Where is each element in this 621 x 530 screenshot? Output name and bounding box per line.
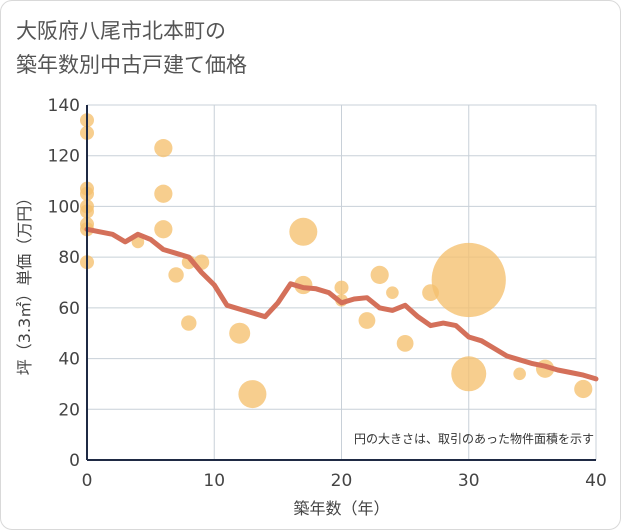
- bubble-point-23: [358, 312, 376, 329]
- bubble-point-30: [513, 367, 526, 381]
- bubble-point-18: [238, 380, 267, 409]
- trend-line: [84, 226, 599, 382]
- chart-title-line-1: 大阪府八尾市北本町の: [16, 19, 226, 43]
- trend-layer: [84, 226, 599, 382]
- y-tick-label-140: 140: [48, 96, 80, 116]
- bubble-point-21: [334, 280, 349, 295]
- bubble-point-12: [154, 220, 173, 239]
- x-tick-label-20: 20: [331, 471, 353, 491]
- bubble-point-17: [229, 322, 251, 344]
- bubble-point-29: [451, 356, 487, 392]
- bubble-layer: [80, 113, 593, 409]
- y-tick-label-40: 40: [58, 350, 80, 370]
- bubble-point-10: [154, 139, 173, 158]
- bubble-point-14: [181, 315, 197, 331]
- bubble-point-19: [289, 217, 318, 246]
- x-tick-label-30: 30: [458, 471, 480, 491]
- y-axis-label: 坪（3.3㎡）単価（万円）: [15, 190, 34, 375]
- bubble-point-28: [431, 242, 506, 318]
- y-tick-label-0: 0: [69, 451, 80, 471]
- y-tick-label-80: 80: [58, 248, 80, 268]
- chart-title: 大阪府八尾市北本町の 築年数別中古戸建て価格: [16, 14, 247, 82]
- bubble-point-26: [396, 334, 414, 352]
- x-axis-label: 築年数（年）: [293, 499, 389, 518]
- chart-title-line-2: 築年数別中古戸建て価格: [16, 53, 247, 77]
- bubble-size-note: 円の大きさは、取引のあった物件面積を示す: [354, 431, 594, 446]
- y-tick-label-20: 20: [58, 400, 80, 420]
- y-tick-label-120: 120: [48, 147, 80, 167]
- x-tick-label-0: 0: [82, 471, 93, 491]
- x-tick-label-40: 40: [585, 471, 607, 491]
- bubble-point-13: [168, 267, 184, 283]
- y-tick-label-100: 100: [48, 197, 80, 217]
- tick-labels: 0 20 40 60 80 100 120 140 0 10 20 30 40: [48, 96, 607, 491]
- y-tick-label-60: 60: [58, 299, 80, 319]
- axes: [86, 105, 596, 461]
- x-tick-label-10: 10: [203, 471, 225, 491]
- bubble-point-25: [386, 286, 399, 299]
- bubble-point-24: [370, 265, 389, 284]
- bubble-point-11: [154, 184, 173, 203]
- bubble-point-32: [574, 379, 593, 399]
